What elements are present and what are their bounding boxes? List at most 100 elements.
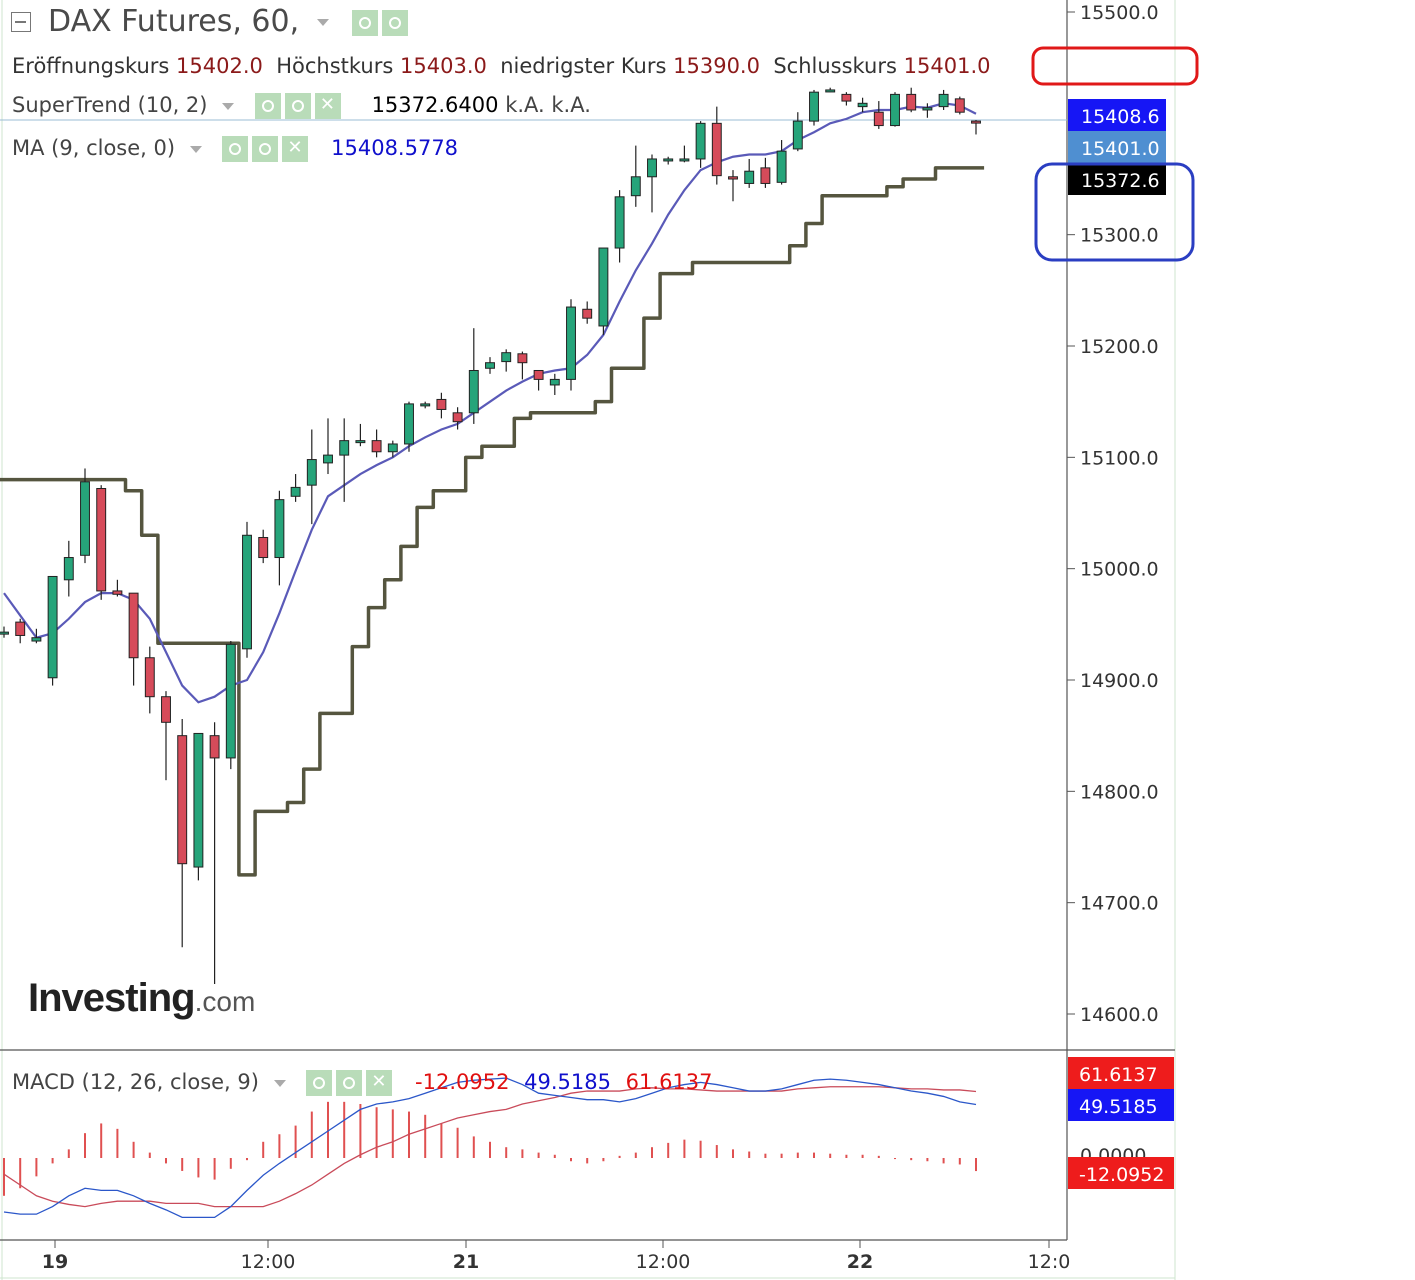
candle-body: [225, 643, 236, 759]
price-tick-label: 15500.0: [1080, 2, 1159, 24]
supertrend-value: 15372.6400: [371, 93, 499, 117]
ohlc-close-label: Schlusskurs: [773, 54, 897, 78]
chart-marks: [0, 87, 1067, 1219]
macd-badge-label: -12.0952: [1079, 1164, 1164, 1186]
candle-body: [485, 362, 495, 369]
gear-icon[interactable]: [336, 1070, 363, 1096]
ohlc-high-label: Höchstkurs: [276, 54, 394, 78]
candle-body: [760, 167, 771, 184]
ohlc-open-value: 15402.0: [176, 54, 263, 78]
candle-body: [193, 732, 204, 868]
time-tick-label: 22: [847, 1251, 873, 1273]
eye-icon[interactable]: [222, 136, 249, 162]
gear-icon[interactable]: [382, 9, 409, 36]
candle-body: [290, 486, 301, 497]
price-tick-label: 14900.0: [1080, 670, 1159, 692]
macd-badge-label: 49.5185: [1079, 1096, 1158, 1118]
gear-icon[interactable]: [252, 136, 279, 162]
candle-body: [938, 93, 949, 108]
price-badge: [1068, 163, 1166, 195]
ohlc-open-label: Eröffnungskurs: [12, 54, 170, 78]
annotation-red-outline: [1031, 46, 1199, 86]
candle-body: [47, 575, 58, 679]
price-badge-label: 15372.6: [1081, 170, 1160, 192]
close-icon[interactable]: [314, 93, 341, 119]
candle-body: [841, 93, 852, 102]
close-icon[interactable]: [366, 1070, 393, 1096]
candle-body: [663, 158, 674, 162]
chart-axes: 15500.0 15300.0 15200.0 15100.0 15000.0 14900…: [0, 0, 1176, 1280]
chart-title: DAX Futures, 60,: [48, 4, 300, 39]
candle-body: [954, 98, 965, 113]
eye-icon[interactable]: [306, 1070, 333, 1096]
price-tick-label: 15300.0: [1080, 225, 1159, 247]
candle-body: [112, 590, 123, 595]
ohlc-low-label: niedrigster Kurs: [500, 54, 667, 78]
supertrend-label: SuperTrend (10, 2): [12, 93, 208, 117]
candle-body: [809, 91, 819, 122]
candle-body: [274, 499, 285, 559]
candle-body: [161, 696, 171, 723]
ma-line: [3, 102, 977, 704]
chevron-down-icon[interactable]: [189, 145, 202, 153]
ma-label: MA (9, close, 0): [12, 136, 176, 160]
candle-body: [177, 735, 188, 865]
macd-label: MACD (12, 26, close, 9): [12, 1070, 259, 1094]
ma-value: 15408.5778: [331, 136, 459, 160]
candle-body: [614, 196, 625, 249]
ma-legend: MA (9, close, 0) 15408.5778: [12, 136, 458, 162]
candle-body: [80, 481, 90, 556]
price-tick-label: 14700.0: [1080, 893, 1159, 915]
supertrend-extra2: k.A.: [551, 93, 591, 117]
price-tick-label: 14800.0: [1080, 781, 1159, 803]
macd-badge: [1068, 1089, 1174, 1121]
macd-line-value: 49.5185: [524, 1070, 611, 1094]
candle-body: [96, 488, 107, 592]
macd-badge-label: 61.6137: [1079, 1064, 1158, 1086]
time-tick-label: 19: [42, 1251, 68, 1273]
eye-icon[interactable]: [254, 93, 281, 119]
chevron-down-icon[interactable]: [273, 1079, 286, 1087]
candle-body: [258, 536, 269, 559]
macd-badge: [1068, 1157, 1174, 1189]
price-badge-label: 15408.6: [1081, 106, 1160, 128]
price-tick-label: 15200.0: [1080, 336, 1159, 358]
candle-body: [517, 353, 528, 364]
candle-body: [404, 403, 414, 445]
close-icon[interactable]: [282, 136, 309, 162]
annotation-blue-outline: [1034, 162, 1195, 262]
candle-body: [857, 102, 868, 108]
ohlc-legend: Eröffnungskurs 15402.0 Höchstkurs 15403.…: [12, 54, 990, 78]
candle-body: [63, 557, 74, 581]
time-tick-label: 12:00: [241, 1251, 296, 1273]
collapse-icon[interactable]: [11, 12, 31, 32]
candle-body: [695, 122, 706, 160]
candle-body: [355, 440, 366, 444]
candle-body: [873, 111, 884, 127]
time-tick-label: 12:0: [1028, 1251, 1071, 1273]
candle-body: [711, 122, 722, 177]
chevron-down-icon[interactable]: [316, 19, 329, 26]
macd-signal-line: [3, 1086, 977, 1208]
eye-icon[interactable]: [352, 9, 379, 36]
chevron-down-icon[interactable]: [222, 102, 235, 110]
price-tick-label: 14600.0: [1080, 1004, 1159, 1026]
candle-body: [209, 735, 220, 759]
investing-logo: Investing.com: [28, 976, 256, 1020]
candle-body: [339, 440, 350, 456]
candle-body: [566, 306, 576, 380]
price-tick-label: 15100.0: [1080, 447, 1159, 469]
macd-line: [3, 1077, 977, 1219]
time-tick-label: 21: [453, 1251, 479, 1273]
candle-body: [598, 247, 609, 327]
candle-body: [922, 107, 933, 111]
candle-body: [15, 621, 26, 636]
macd-hist-value: -12.0952: [415, 1070, 510, 1094]
candle-body: [647, 158, 657, 178]
candle-body: [679, 158, 690, 162]
candle-body: [31, 637, 42, 642]
candle-body: [776, 150, 787, 183]
gear-icon[interactable]: [284, 93, 311, 119]
candle-body: [452, 412, 463, 423]
